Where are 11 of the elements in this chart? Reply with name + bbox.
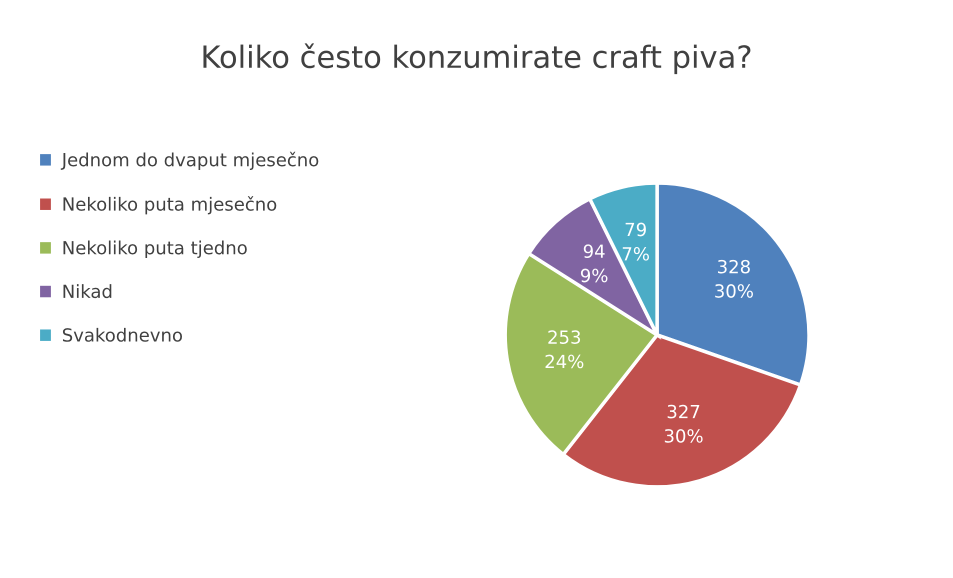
chart-title: Koliko često konzumirate craft piva? [203, 43, 750, 74]
data-label: 327 30% [664, 404, 703, 443]
legend-label: Svakodnevno [62, 328, 182, 342]
legend-label: Nekoliko puta mjesečno [64, 196, 276, 214]
data-label: 328 30% [715, 260, 753, 298]
data-label: 253 24% [546, 330, 584, 368]
legend-label: Nekoliko puta tjedno [64, 240, 247, 258]
data-label: 94 9% [580, 244, 608, 282]
data-label: 79 7% [622, 222, 649, 261]
legend-label: Jednom do dvaput mjesečno [60, 152, 318, 170]
legend-label: Nikad [64, 284, 112, 298]
